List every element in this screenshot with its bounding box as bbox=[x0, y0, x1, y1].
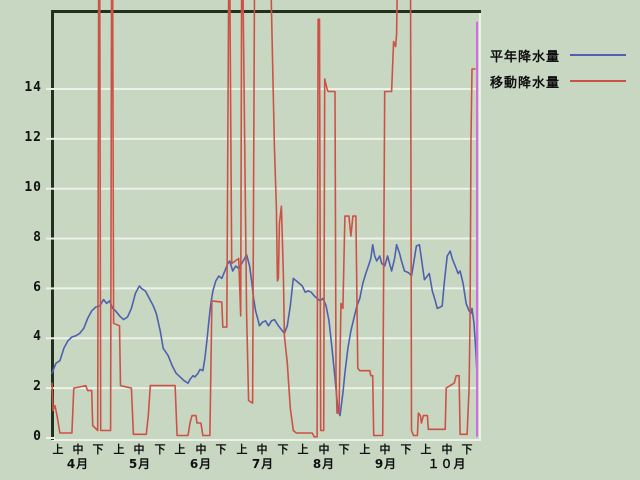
series-line-normal bbox=[51, 244, 478, 417]
plot-frame-left bbox=[51, 10, 54, 440]
x-period-label: 上 bbox=[113, 443, 125, 456]
x-period-label: 下 bbox=[277, 443, 289, 456]
legend-line-moving bbox=[570, 80, 626, 82]
legend-label-normal: 平年降水量 bbox=[490, 49, 561, 65]
x-period-label: 上 bbox=[297, 443, 309, 456]
x-period-label: 上 bbox=[420, 443, 432, 456]
x-period-label: 中 bbox=[318, 443, 330, 456]
y-axis-label-0: 0 bbox=[33, 429, 42, 444]
plot-frame-top bbox=[51, 10, 481, 13]
x-period-label: 上 bbox=[236, 443, 248, 456]
legend-item-moving: 移動降水量 bbox=[490, 68, 632, 94]
x-period-label: 下 bbox=[92, 443, 104, 456]
x-period-label: 下 bbox=[215, 443, 227, 456]
y-axis-label-2: 2 bbox=[33, 379, 42, 394]
x-month-label: １０月 bbox=[427, 457, 467, 471]
x-period-label: 上 bbox=[174, 443, 186, 456]
y-axis-label-8: 8 bbox=[33, 230, 42, 245]
legend: 平年降水量 移動降水量 bbox=[490, 42, 632, 94]
x-period-label: 中 bbox=[195, 443, 207, 456]
series-line-moving bbox=[51, 0, 476, 438]
y-axis-label-10: 10 bbox=[24, 180, 42, 195]
y-axis-label-6: 6 bbox=[33, 280, 42, 295]
x-month-label: 9月 bbox=[374, 457, 398, 471]
legend-label-moving: 移動降水量 bbox=[490, 75, 561, 91]
x-month-label: 8月 bbox=[312, 457, 336, 471]
x-period-label: 上 bbox=[359, 443, 371, 456]
x-period-label: 中 bbox=[441, 443, 453, 456]
x-period-label: 中 bbox=[72, 443, 84, 456]
x-month-label: 4月 bbox=[66, 457, 90, 471]
x-period-label: 下 bbox=[338, 443, 350, 456]
x-period-label: 中 bbox=[256, 443, 268, 456]
x-period-label: 上 bbox=[52, 443, 64, 456]
x-period-label: 下 bbox=[154, 443, 166, 456]
x-period-label: 下 bbox=[461, 443, 473, 456]
legend-line-normal bbox=[570, 54, 626, 56]
y-axis-label-4: 4 bbox=[33, 329, 42, 344]
legend-item-normal: 平年降水量 bbox=[490, 42, 632, 68]
x-month-label: 5月 bbox=[128, 457, 152, 471]
x-period-label: 中 bbox=[379, 443, 391, 456]
x-period-label: 下 bbox=[400, 443, 412, 456]
x-month-label: 7月 bbox=[251, 457, 275, 471]
x-period-label: 中 bbox=[133, 443, 145, 456]
y-axis-label-12: 12 bbox=[24, 130, 42, 145]
y-axis-label-14: 14 bbox=[24, 80, 42, 95]
x-month-label: 6月 bbox=[189, 457, 213, 471]
